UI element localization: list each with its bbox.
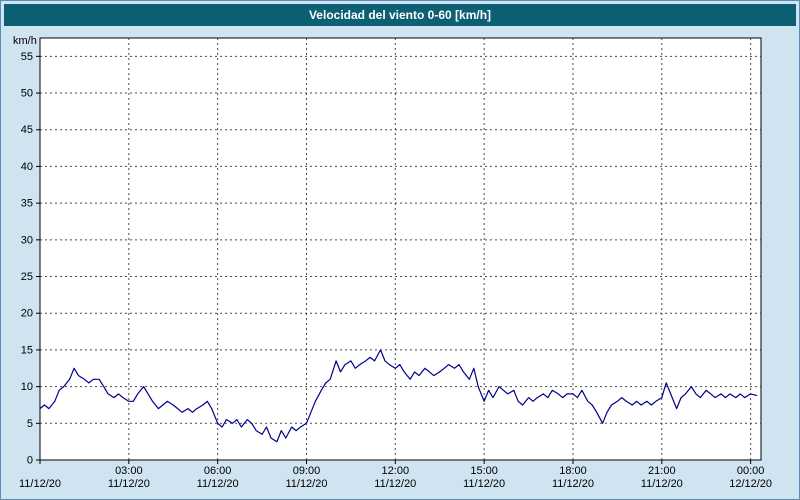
y-tick-label: 20 bbox=[21, 308, 33, 320]
y-tick-label: 10 bbox=[21, 381, 33, 393]
x-tick-time-label: 18:00 bbox=[559, 465, 587, 477]
x-tick-date-label: 11/12/20 bbox=[641, 478, 683, 490]
title-bar: Velocidad del viento 0-60 [km/h] bbox=[4, 4, 796, 26]
y-tick-label: 15 bbox=[21, 344, 33, 356]
y-tick-label: 35 bbox=[21, 198, 33, 210]
x-tick-date-label: 11/12/20 bbox=[374, 478, 416, 490]
x-tick-date-label: 11/12/20 bbox=[197, 478, 239, 490]
x-tick-time-label: 03:00 bbox=[115, 465, 143, 477]
y-tick-label: 40 bbox=[21, 161, 33, 173]
chart-title: Velocidad del viento 0-60 [km/h] bbox=[308, 8, 492, 22]
y-tick-label: 5 bbox=[27, 418, 33, 430]
x-tick-date-label: 12/12/20 bbox=[729, 478, 772, 490]
y-tick-label: 30 bbox=[21, 234, 33, 246]
x-tick-date-label: 11/12/20 bbox=[108, 478, 150, 490]
x-tick-date-label: 11/12/20 bbox=[285, 478, 327, 490]
y-tick-label: 45 bbox=[21, 124, 33, 136]
x-tick-time-label: 12:00 bbox=[382, 465, 410, 477]
wind-speed-line bbox=[39, 349, 758, 443]
y-tick-label: 25 bbox=[21, 271, 33, 283]
y-tick-label: 0 bbox=[27, 455, 33, 467]
wind-speed-chart: km/h051015202530354045505511/12/2003:001… bbox=[13, 35, 772, 490]
x-tick-date-label: 11/12/20 bbox=[19, 478, 61, 490]
x-tick-time-label: 00:00 bbox=[737, 465, 765, 477]
y-tick-label: 55 bbox=[21, 51, 33, 63]
x-tick-time-label: 21:00 bbox=[648, 465, 676, 477]
y-axis-unit-label: km/h bbox=[13, 35, 37, 47]
x-tick-date-label: 11/12/20 bbox=[552, 478, 594, 490]
x-tick-time-label: 15:00 bbox=[470, 465, 498, 477]
y-tick-label: 50 bbox=[21, 88, 33, 100]
x-tick-time-label: 09:00 bbox=[293, 465, 321, 477]
x-tick-date-label: 11/12/20 bbox=[463, 478, 505, 490]
x-tick-time-label: 06:00 bbox=[204, 465, 232, 477]
chart-area: km/h 0 5 10 15 20 25 30 35 40 45 50 55 11/12/20 03:00 1… bbox=[4, 26, 796, 496]
plot-background bbox=[39, 37, 762, 461]
